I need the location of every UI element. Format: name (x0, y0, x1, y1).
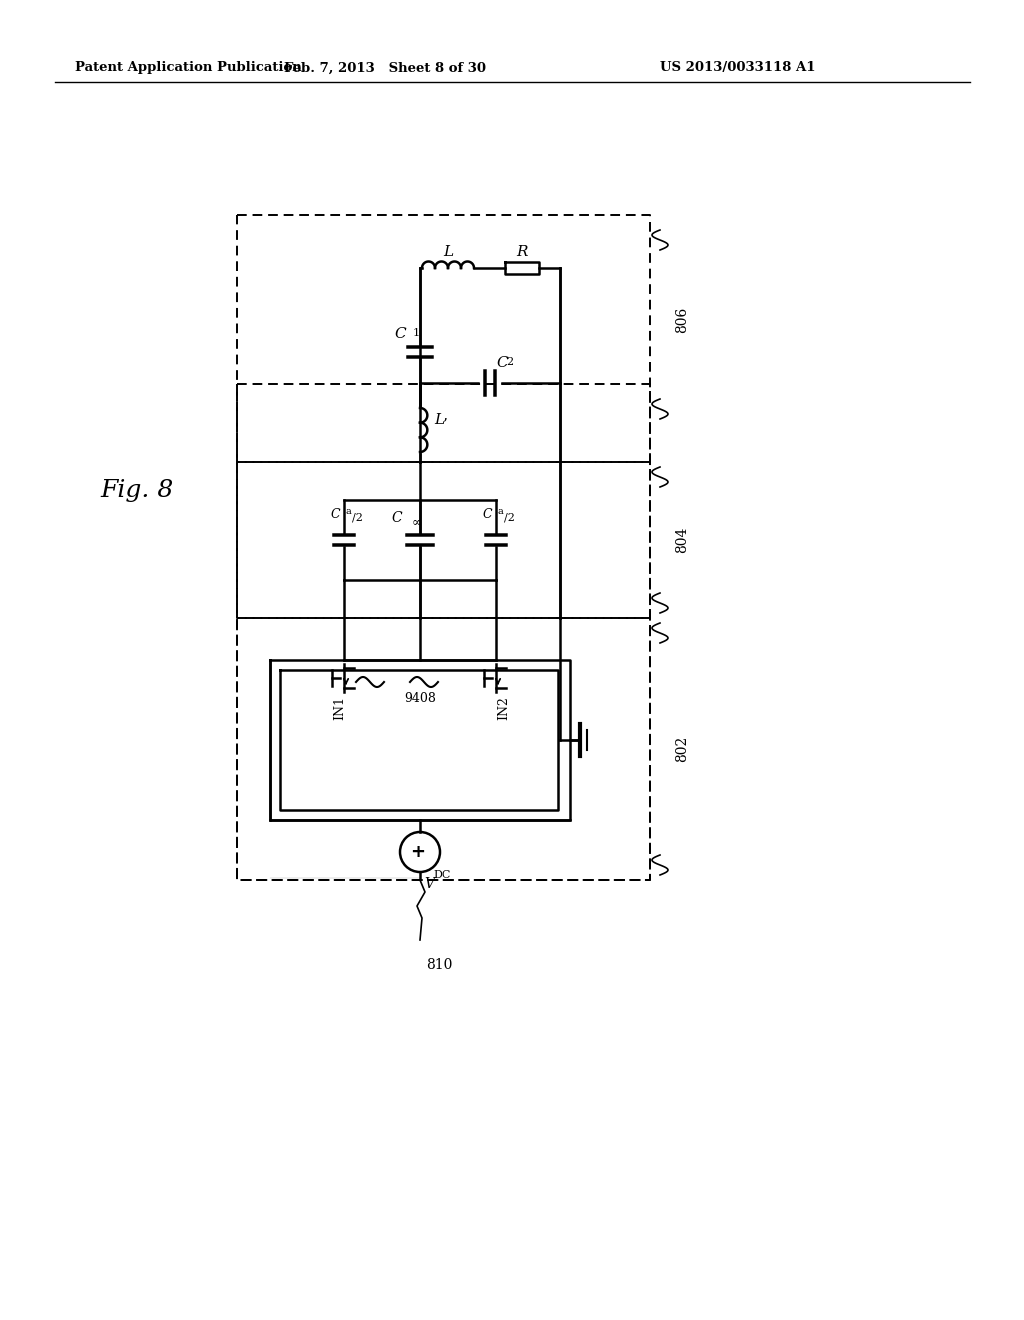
Text: 806: 806 (675, 306, 689, 333)
Text: DC: DC (433, 870, 451, 880)
Text: 810: 810 (426, 958, 453, 972)
Text: IN2: IN2 (498, 696, 511, 719)
Text: 804: 804 (675, 527, 689, 553)
Text: V: V (424, 876, 434, 891)
Text: L: L (443, 246, 453, 259)
Text: C: C (391, 511, 402, 525)
Text: Fig. 8: Fig. 8 (100, 479, 173, 502)
Text: /2: /2 (504, 512, 515, 521)
Text: 1: 1 (413, 327, 420, 338)
Text: 802: 802 (675, 735, 689, 762)
Text: ∞: ∞ (412, 516, 422, 528)
Text: C: C (394, 327, 406, 341)
Text: C: C (331, 507, 340, 520)
Text: +: + (411, 843, 426, 861)
Text: Feb. 7, 2013   Sheet 8 of 30: Feb. 7, 2013 Sheet 8 of 30 (284, 62, 486, 74)
Text: L: L (434, 413, 444, 426)
Text: C: C (482, 507, 492, 520)
Text: Patent Application Publication: Patent Application Publication (75, 62, 302, 74)
Text: a: a (498, 507, 504, 516)
Text: ’: ’ (443, 417, 447, 432)
Text: 9408: 9408 (404, 692, 436, 705)
Text: R: R (516, 246, 527, 259)
Text: C: C (496, 356, 508, 370)
Text: a: a (346, 507, 352, 516)
Text: US 2013/0033118 A1: US 2013/0033118 A1 (660, 62, 815, 74)
Text: /2: /2 (352, 512, 362, 521)
Text: 2: 2 (506, 356, 513, 367)
Text: IN1: IN1 (334, 696, 346, 719)
